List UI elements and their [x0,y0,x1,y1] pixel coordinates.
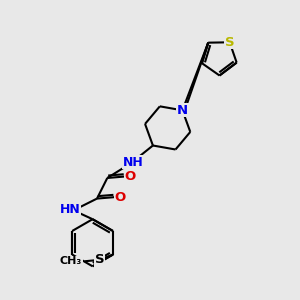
Text: CH₃: CH₃ [60,256,82,266]
Text: S: S [225,36,235,49]
Text: S: S [95,253,104,266]
Text: O: O [114,190,126,204]
Text: O: O [124,170,136,183]
Text: HN: HN [59,203,80,216]
Text: N: N [177,104,188,117]
Text: NH: NH [123,156,144,169]
